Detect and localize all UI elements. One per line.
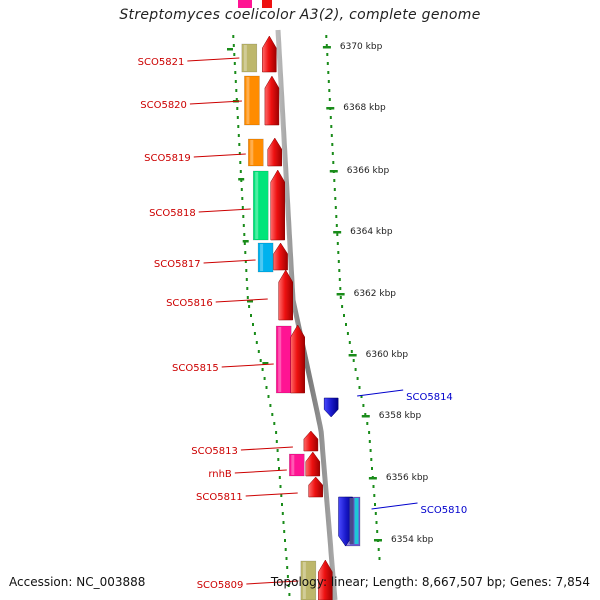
cog-stripe — [349, 498, 354, 544]
gene-label-SCO5814[interactable]: SCO5814 — [406, 392, 453, 403]
label-layer: 6370 kbp 6368 kbp 6366 kbp 6364 kbp 6362 kbp… — [138, 42, 468, 591]
left-dotted-guide — [232, 35, 291, 596]
gene-arrow-rnhB[interactable] — [305, 451, 321, 477]
summary-text: Topology: linear; Length: 8,667,507 bp; … — [270, 575, 590, 589]
gene-label-SCO5817[interactable]: SCO5817 — [154, 259, 201, 270]
label-leader-line — [245, 492, 298, 497]
label-leader-line — [357, 389, 404, 397]
cog-box-SCO5821 — [241, 43, 258, 73]
gene-label-SCO5816[interactable]: SCO5816 — [166, 298, 213, 309]
reverse-gene-arrow-SCO5814[interactable] — [323, 397, 339, 418]
gene-arrow-SCO5809[interactable] — [318, 559, 333, 600]
gene-label-SCO5818[interactable]: SCO5818 — [149, 208, 196, 219]
scale-label: 6366 kbp — [347, 166, 390, 176]
scale-label: 6360 kbp — [366, 350, 409, 360]
label-leader-line — [215, 298, 268, 303]
label-leader-line — [189, 100, 242, 105]
gene-label-SCO5809[interactable]: SCO5809 — [197, 580, 244, 591]
label-leader-line — [240, 446, 293, 451]
strand-tick — [238, 178, 245, 181]
gene-arrow-SCO5813[interactable] — [303, 430, 319, 452]
gene-label-SCO5813[interactable]: SCO5813 — [191, 446, 238, 457]
scale-label: 6358 kbp — [379, 411, 422, 421]
label-leader-line — [234, 469, 287, 474]
scale-label: 6364 kbp — [350, 227, 393, 237]
label-leader-line — [187, 57, 240, 62]
map-title: Streptomyces coelicolor A3(2), complete … — [119, 7, 481, 23]
scale-tick — [326, 107, 335, 110]
gene-arrow-SCO5819[interactable] — [267, 137, 283, 167]
gene-label-SCO5815[interactable]: SCO5815 — [172, 363, 219, 374]
scale-label: 6370 kbp — [340, 42, 383, 52]
gene-label-rnhB[interactable]: rnhB — [208, 469, 232, 480]
cog-box-SCO5809 — [300, 560, 317, 600]
gene-label-SCO5811[interactable]: SCO5811 — [196, 492, 243, 503]
gene-arrow-SCO5815[interactable] — [290, 324, 305, 394]
label-leader-line — [203, 259, 256, 264]
scale-tick — [373, 539, 382, 542]
dotted-guides — [227, 35, 382, 596]
strand-tick — [242, 240, 249, 243]
right-dotted-guide — [325, 35, 381, 560]
reverse-gene-arrow-SCO5810[interactable] — [338, 496, 353, 547]
gene-arrow-offscreen — [262, 0, 272, 8]
scale-label: 6362 kbp — [354, 289, 397, 299]
gene-label-SCO5810[interactable]: SCO5810 — [421, 505, 468, 516]
cog-box-rnhB — [289, 453, 305, 477]
cog-box-SCO5818 — [252, 170, 269, 241]
genome-backbone — [275, 29, 338, 600]
feature-layer — [238, 0, 361, 600]
label-leader-line — [371, 502, 418, 510]
scale-tick — [322, 46, 331, 49]
scale-label: 6354 kbp — [391, 535, 434, 545]
gene-label-SCO5821[interactable]: SCO5821 — [138, 57, 185, 68]
label-leader-line — [221, 363, 274, 368]
scale-tick — [361, 415, 370, 418]
gene-arrow-SCO5811[interactable] — [308, 476, 323, 498]
gene-arrow-SCO5817[interactable] — [273, 242, 288, 271]
scale-tick — [329, 170, 338, 173]
cog-stripe — [354, 498, 359, 544]
gene-arrow-SCO5821[interactable] — [262, 35, 277, 73]
scale-tick — [368, 477, 377, 480]
backbone-layer — [275, 29, 338, 600]
gene-arrow-SCO5818[interactable] — [270, 169, 285, 241]
label-leader-line — [246, 580, 299, 585]
accession-text: Accession: NC_003888 — [9, 575, 146, 589]
gene-label-SCO5820[interactable]: SCO5820 — [140, 100, 187, 111]
cog-box-offscreen — [238, 0, 252, 8]
cog-box-SCO5819 — [248, 138, 264, 167]
strand-tick — [247, 300, 253, 303]
strand-tick — [227, 48, 233, 51]
strand-tick — [262, 362, 269, 365]
gene-arrow-SCO5820[interactable] — [264, 75, 280, 126]
scale-tick — [336, 293, 345, 296]
label-leader-line — [193, 153, 246, 158]
label-leader-line — [198, 208, 251, 213]
scale-label: 6368 kbp — [343, 103, 386, 113]
cog-box-SCO5820 — [244, 75, 260, 126]
gene-arrow-SCO5816[interactable] — [278, 269, 293, 321]
scale-tick — [333, 231, 342, 234]
scale-tick — [348, 354, 357, 357]
gene-label-SCO5819[interactable]: SCO5819 — [144, 153, 191, 164]
cog-box-SCO5817 — [257, 242, 274, 273]
scale-label: 6356 kbp — [386, 473, 429, 483]
